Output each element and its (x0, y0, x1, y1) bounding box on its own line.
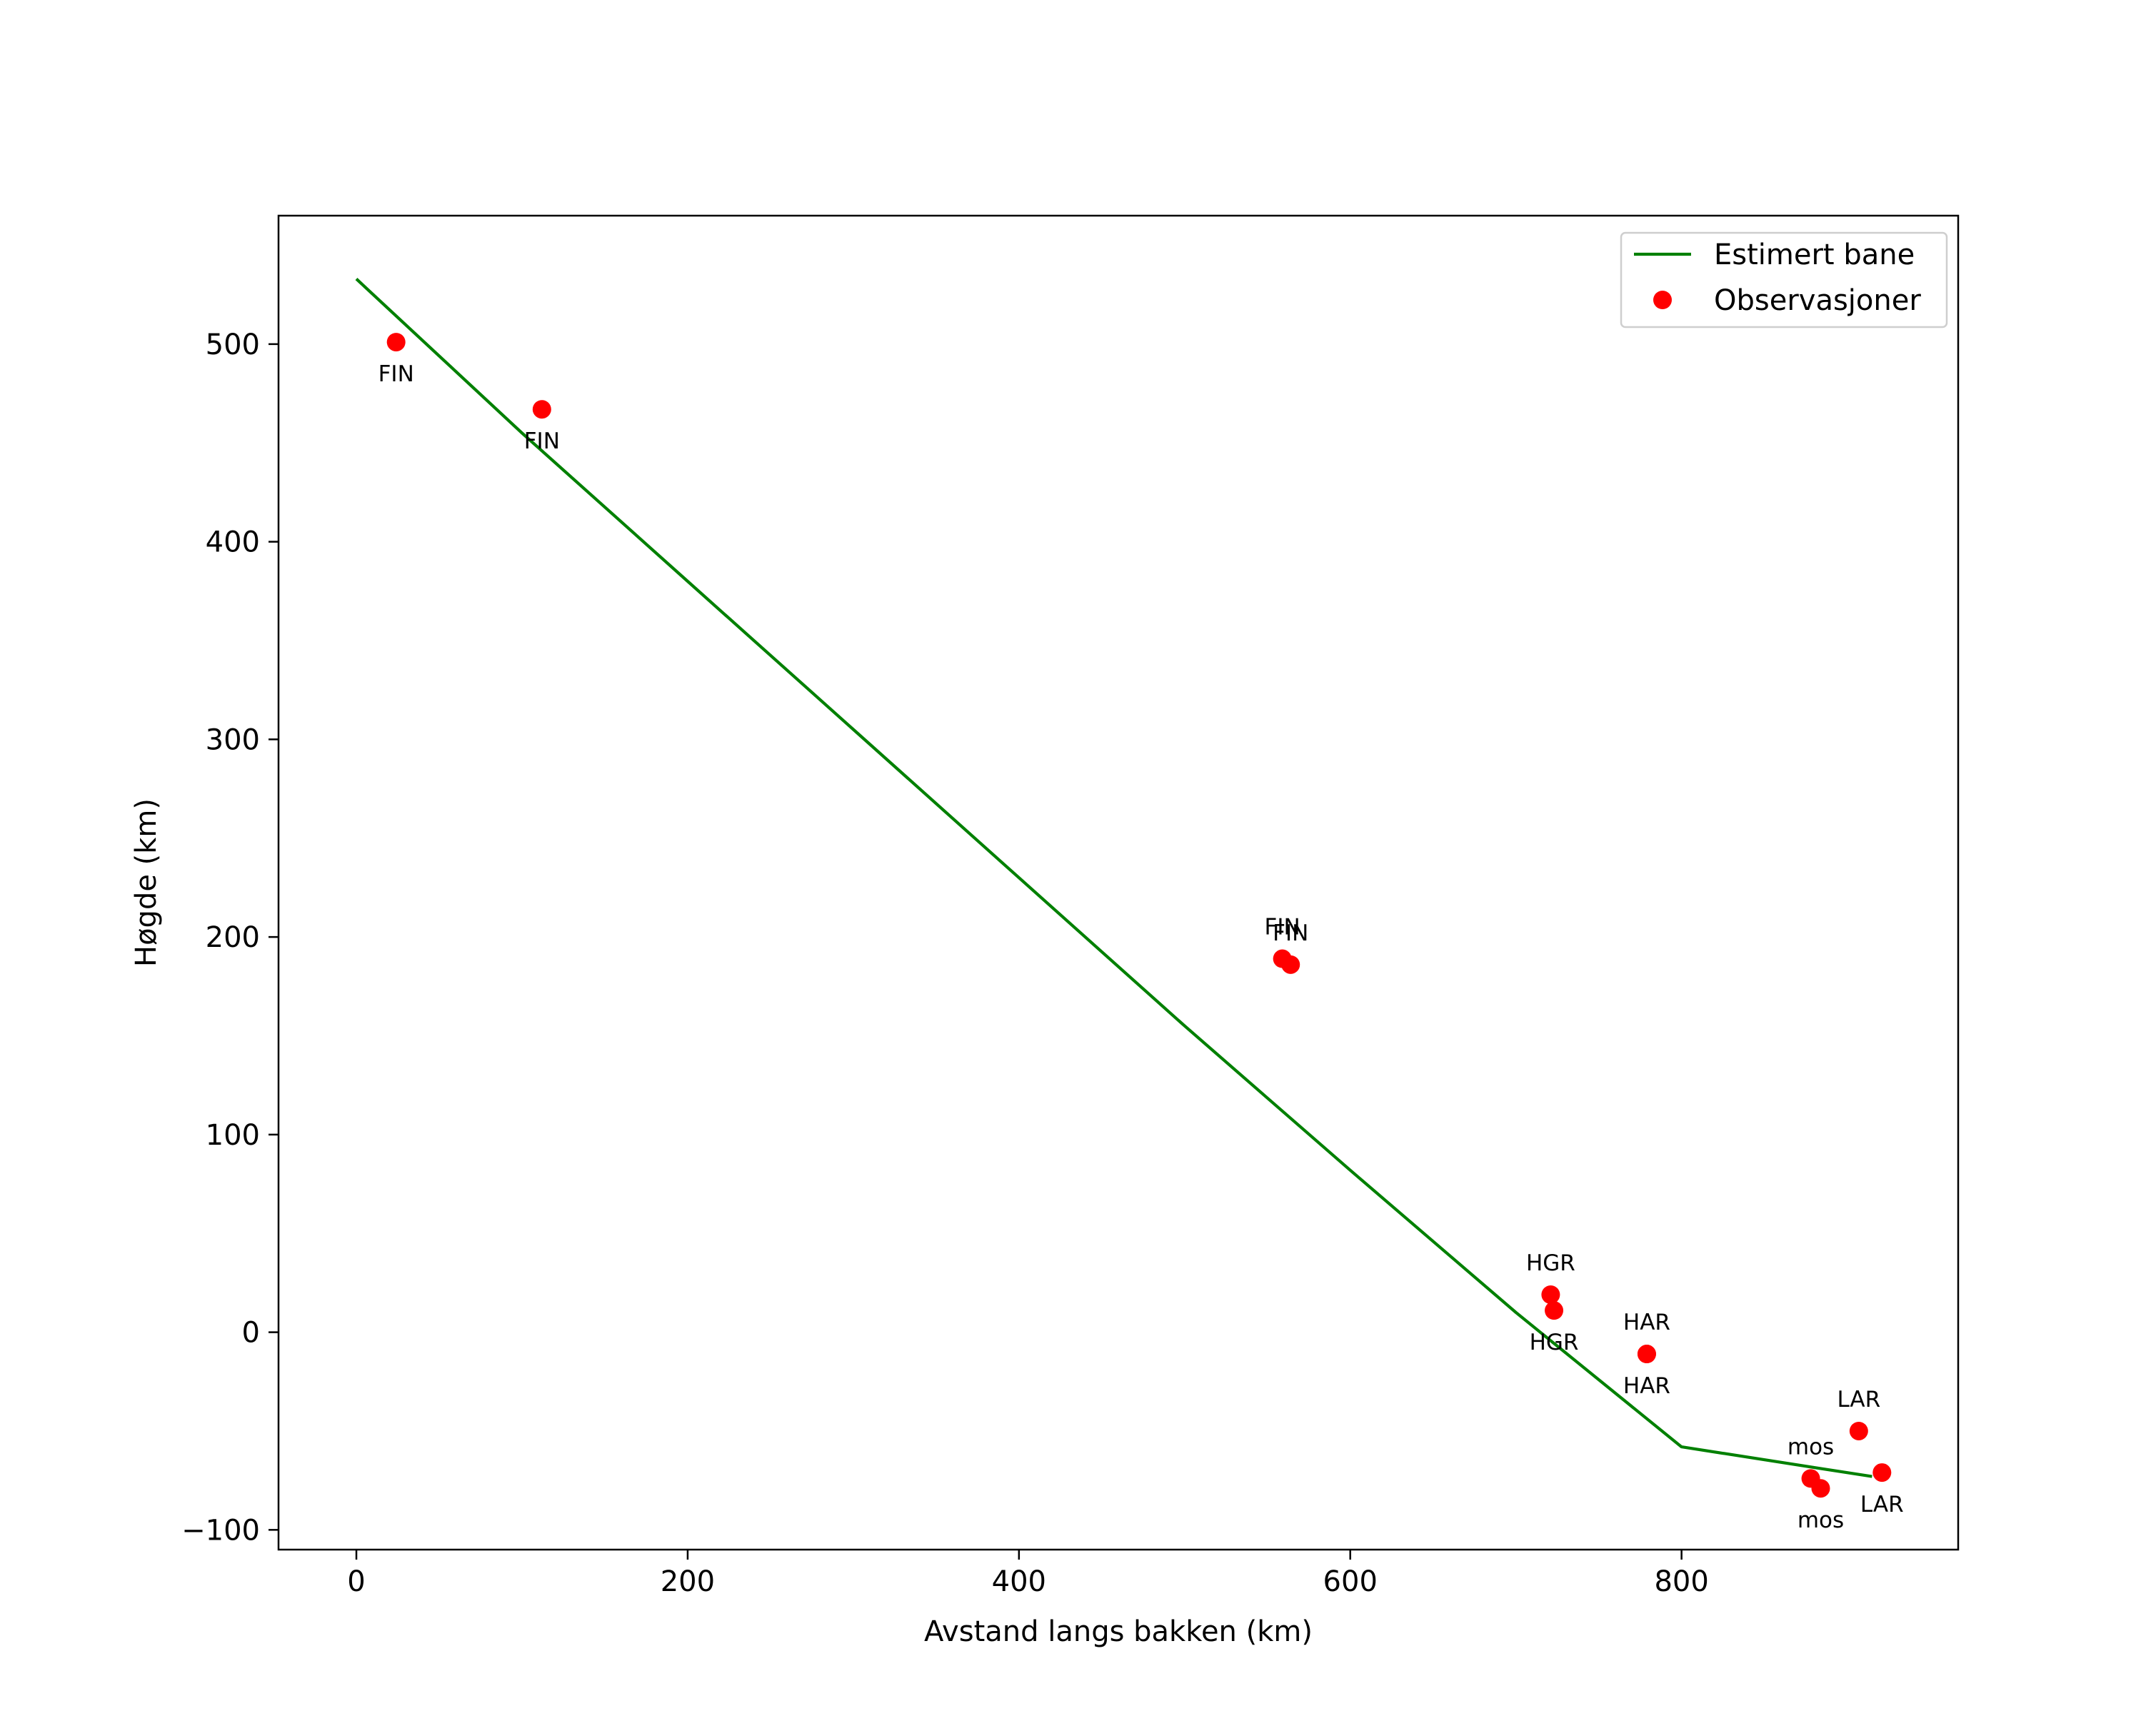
observation-point (532, 400, 551, 419)
observation-point (1281, 955, 1300, 974)
y-tick-label: 300 (206, 723, 260, 756)
x-axis-label: Avstand langs bakken (km) (924, 1615, 1313, 1648)
observation-label: FIN (524, 428, 560, 454)
observation-label: HAR (1623, 1373, 1670, 1399)
observation-point (1541, 1285, 1560, 1305)
y-tick-label: 400 (206, 526, 260, 559)
observation-point (1637, 1345, 1656, 1364)
y-tick-label: 0 (242, 1317, 260, 1350)
x-tick-label: 400 (992, 1565, 1046, 1598)
observation-point (1872, 1463, 1892, 1482)
observation-point (1849, 1421, 1868, 1440)
observation-label: FIN (1273, 920, 1308, 946)
observation-label: HAR (1623, 1310, 1670, 1335)
observation-label: LAR (1860, 1492, 1904, 1517)
observation-label: FIN (1265, 915, 1300, 940)
x-tick-label: 0 (347, 1565, 365, 1598)
y-tick-label: −100 (181, 1514, 260, 1547)
axes-frame (277, 214, 1960, 1551)
series-line-estimert-bane (355, 278, 1872, 1478)
observation-point (386, 333, 406, 352)
legend: Estimert bane Observasjoner (1620, 231, 1948, 328)
legend-box (1620, 231, 1948, 328)
x-tick-label: 800 (1654, 1565, 1708, 1598)
observation-label: mos (1797, 1507, 1844, 1533)
legend-entry-label: Estimert bane (1714, 239, 1915, 271)
y-axis-label: Høgde (km) (130, 798, 163, 967)
axes-layer: 0 200 400 600 800 −100 0 100 200 300 400 500 Avstand… (130, 214, 1960, 1648)
legend-entry-label: Observasjoner (1714, 284, 1921, 317)
y-tick-label: 100 (206, 1119, 260, 1152)
x-tick-label: 600 (1323, 1565, 1378, 1598)
legend-point-swatch (1653, 291, 1672, 309)
observation-label: HGR (1526, 1250, 1575, 1276)
observation-point (1811, 1479, 1830, 1498)
y-tick-label: 500 (206, 328, 260, 361)
observation-label: FIN (378, 361, 414, 387)
y-tick-label: 200 (206, 921, 260, 954)
observation-point (1545, 1301, 1564, 1320)
x-tick-label: 200 (661, 1565, 715, 1598)
observation-label: mos (1788, 1434, 1834, 1460)
observation-label: LAR (1837, 1387, 1880, 1413)
observation-label: HGR (1530, 1330, 1579, 1355)
